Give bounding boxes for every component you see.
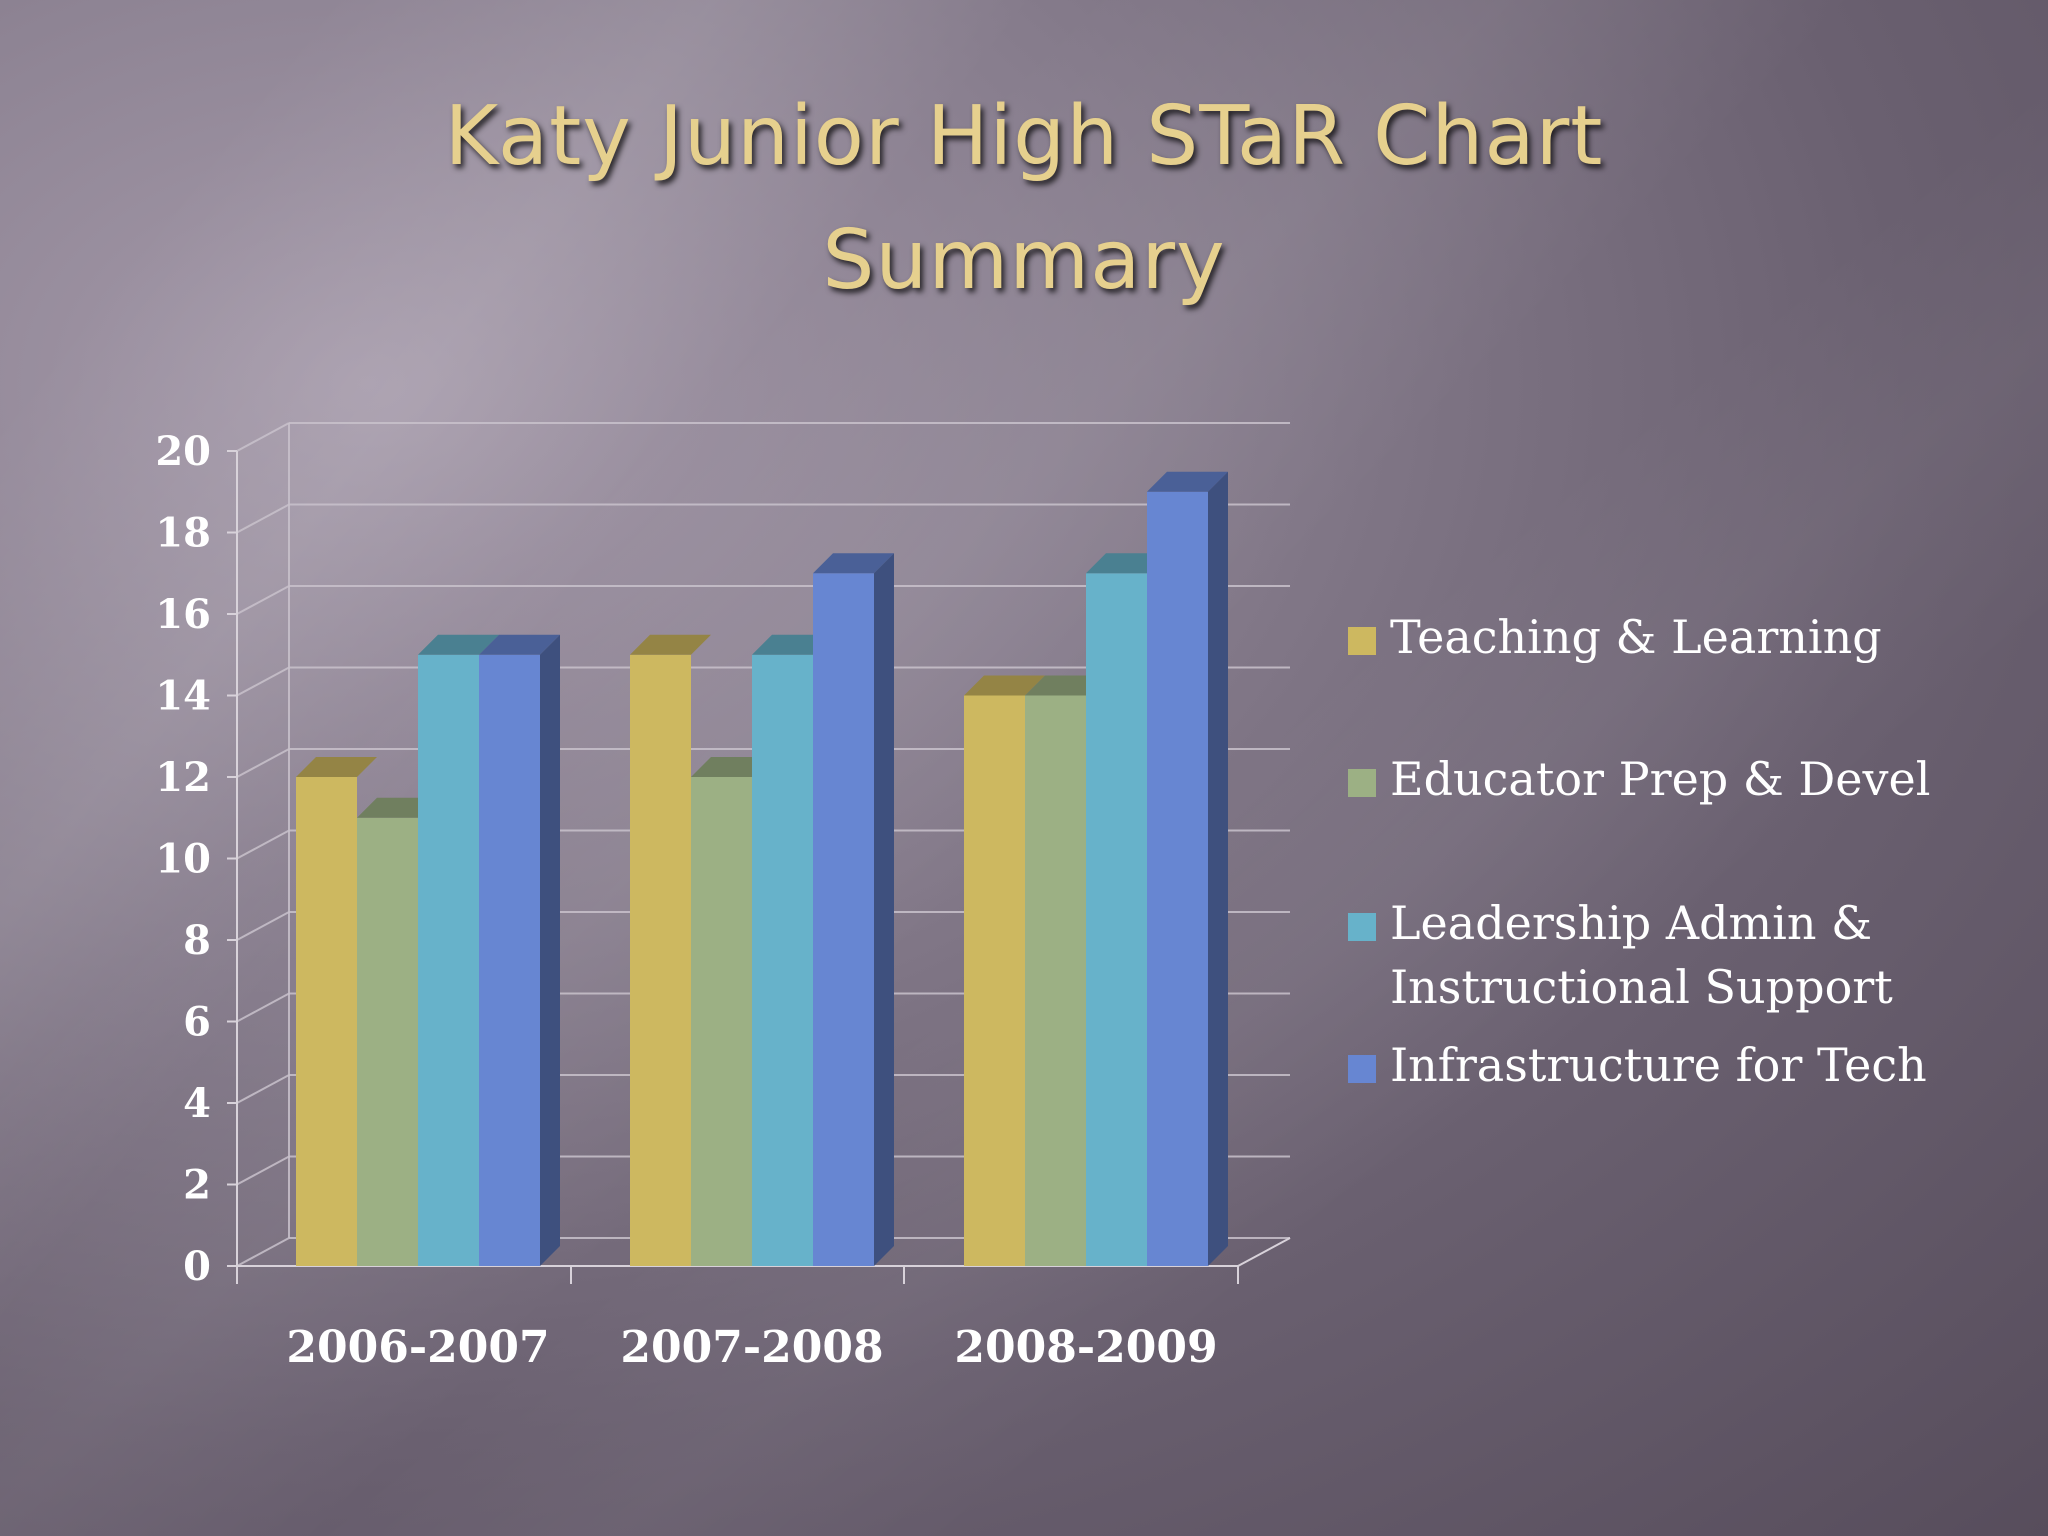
legend-swatch bbox=[1348, 769, 1376, 797]
y-tick-label: 14 bbox=[155, 673, 211, 720]
bar bbox=[630, 654, 691, 1266]
title-line-2: Summary bbox=[822, 213, 1226, 308]
title-line-1: Katy Junior High STaR Chart bbox=[444, 89, 1604, 184]
legend-item: Educator Prep & Devel bbox=[1348, 747, 1930, 811]
bar-top bbox=[1025, 675, 1106, 696]
gridline-side bbox=[236, 1155, 290, 1186]
legend-item: Infrastructure for Tech bbox=[1348, 1033, 1927, 1097]
legend-swatch bbox=[1348, 1055, 1376, 1083]
legend-label: Educator Prep & Devel bbox=[1390, 752, 1931, 806]
bar-top bbox=[691, 757, 772, 777]
bar bbox=[1147, 491, 1208, 1266]
y-tick-label: 6 bbox=[183, 999, 211, 1046]
y-tick-label: 0 bbox=[183, 1243, 211, 1290]
bar-top bbox=[630, 634, 711, 655]
bar-top bbox=[1147, 471, 1228, 492]
bar-top bbox=[964, 675, 1045, 696]
bar-side bbox=[1208, 471, 1228, 1266]
y-tick-label: 8 bbox=[183, 917, 211, 964]
gridline-side bbox=[236, 585, 290, 615]
gridline-side bbox=[236, 829, 290, 860]
x-tick-label: 2007-2008 bbox=[620, 1322, 883, 1373]
y-tick-label: 2 bbox=[183, 1162, 211, 1209]
floor-edge bbox=[1237, 1237, 1291, 1267]
gridline-side bbox=[236, 503, 290, 534]
gridline-side bbox=[236, 1237, 290, 1267]
bar bbox=[296, 777, 357, 1266]
bar-top bbox=[1086, 553, 1167, 574]
legend-swatch bbox=[1348, 627, 1376, 655]
bar bbox=[752, 654, 813, 1266]
y-tick-label: 18 bbox=[155, 510, 211, 557]
bar bbox=[691, 777, 752, 1266]
bar bbox=[479, 654, 540, 1266]
legend-item: Leadership Admin & Instructional Support bbox=[1348, 891, 1893, 1019]
bar-top bbox=[752, 634, 833, 655]
bar bbox=[964, 695, 1025, 1266]
gridline-side bbox=[236, 748, 290, 778]
gridline-side bbox=[236, 422, 290, 452]
bar bbox=[813, 573, 874, 1266]
bar-top bbox=[479, 634, 560, 655]
x-tick-label: 2006-2007 bbox=[286, 1322, 549, 1373]
y-tick-label: 4 bbox=[183, 1080, 211, 1127]
x-tick-label: 2008-2009 bbox=[954, 1322, 1217, 1373]
legend-swatch bbox=[1348, 913, 1376, 941]
bar bbox=[418, 654, 479, 1266]
gridline-side bbox=[236, 911, 290, 941]
gridline-side bbox=[236, 1074, 290, 1104]
legend-item: Teaching & Learning bbox=[1348, 605, 1882, 669]
legend-label: Infrastructure for Tech bbox=[1390, 1038, 1927, 1092]
slide-title: Katy Junior High STaR Chart Summary bbox=[0, 75, 2048, 323]
y-tick-label: 16 bbox=[155, 591, 211, 638]
bar-side bbox=[540, 634, 560, 1266]
legend-label: Teaching & Learning bbox=[1390, 610, 1882, 664]
gridline-side bbox=[236, 666, 290, 697]
y-tick-label: 12 bbox=[155, 754, 211, 801]
gridline-side bbox=[236, 992, 290, 1023]
bar-top bbox=[418, 634, 499, 655]
legend-label: Leadership Admin & Instructional Support bbox=[1390, 896, 1893, 1014]
bar-top bbox=[296, 757, 377, 777]
bar-side bbox=[874, 553, 894, 1266]
y-tick-label: 10 bbox=[155, 836, 211, 883]
bar-top bbox=[813, 553, 894, 574]
bar-top bbox=[357, 797, 438, 818]
y-tick-label: 20 bbox=[155, 428, 211, 475]
bar bbox=[1086, 573, 1147, 1266]
bar bbox=[1025, 695, 1086, 1266]
bar bbox=[357, 817, 418, 1266]
